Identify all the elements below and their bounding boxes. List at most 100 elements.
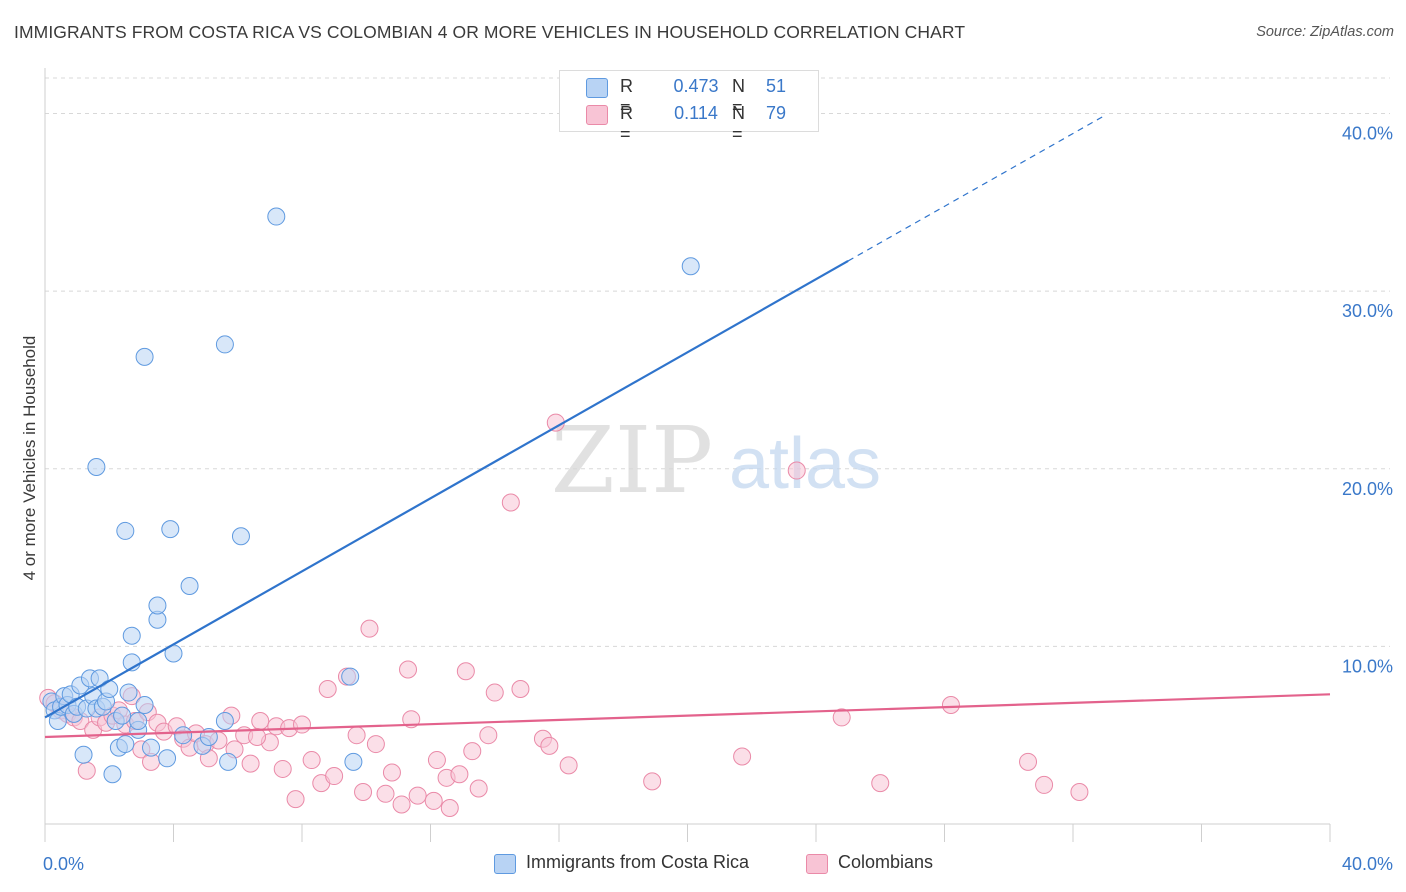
data-point-costa-rica bbox=[113, 706, 132, 725]
trend-line-colombians bbox=[44, 693, 1331, 739]
data-point-costa-rica bbox=[267, 207, 286, 226]
x-tick-label: 0.0% bbox=[43, 854, 84, 874]
data-point-costa-rica bbox=[135, 347, 154, 366]
data-point-colombians bbox=[427, 751, 446, 770]
data-point-colombians bbox=[1019, 752, 1038, 771]
watermark-zip: ZIP bbox=[551, 407, 713, 514]
data-point-colombians bbox=[302, 751, 321, 770]
data-point-colombians bbox=[376, 784, 395, 803]
data-point-costa-rica bbox=[116, 735, 135, 754]
data-point-colombians bbox=[325, 767, 344, 786]
data-point-colombians bbox=[318, 680, 337, 699]
data-point-costa-rica bbox=[158, 749, 177, 768]
data-point-colombians bbox=[286, 790, 305, 809]
data-point-colombians bbox=[273, 759, 292, 778]
data-point-costa-rica bbox=[119, 683, 138, 702]
data-point-colombians bbox=[450, 765, 469, 784]
data-point-costa-rica bbox=[341, 667, 360, 686]
legend-swatch-blue bbox=[586, 78, 608, 98]
data-point-colombians bbox=[241, 754, 260, 773]
data-point-colombians bbox=[643, 772, 662, 791]
data-point-colombians bbox=[871, 774, 890, 793]
bottom-legend-swatch-pink bbox=[806, 854, 828, 874]
x-tick-label: 40.0% bbox=[1342, 854, 1393, 874]
bottom-legend-swatch-blue bbox=[494, 854, 516, 874]
stats-legend: R = 0.473 N = 51 R = 0.114 N = 79 bbox=[559, 70, 819, 144]
data-point-colombians bbox=[511, 680, 530, 699]
data-point-costa-rica bbox=[219, 752, 238, 771]
data-point-costa-rica bbox=[148, 596, 167, 615]
data-point-colombians bbox=[248, 727, 267, 746]
data-point-colombians bbox=[832, 708, 851, 727]
watermark-atlas: atlas bbox=[729, 424, 881, 504]
data-point-costa-rica bbox=[129, 711, 148, 730]
legend-r-value: 0.473 bbox=[673, 76, 719, 96]
data-point-colombians bbox=[347, 726, 366, 745]
data-point-colombians bbox=[440, 799, 459, 818]
data-point-colombians bbox=[540, 736, 559, 755]
data-point-costa-rica bbox=[174, 726, 193, 745]
bottom-legend-label: Colombians bbox=[838, 852, 934, 872]
data-point-colombians bbox=[251, 711, 270, 730]
data-point-costa-rica bbox=[215, 711, 234, 730]
source-label: Source: ZipAtlas.com bbox=[1256, 24, 1394, 40]
legend-n-value: 51 bbox=[766, 76, 787, 96]
data-point-colombians bbox=[392, 795, 411, 814]
data-point-costa-rica bbox=[103, 765, 122, 784]
data-point-costa-rica bbox=[87, 457, 106, 476]
data-point-costa-rica bbox=[681, 257, 700, 276]
data-point-costa-rica bbox=[180, 576, 199, 595]
data-point-colombians bbox=[402, 710, 421, 729]
legend-n-label: N = bbox=[732, 76, 745, 117]
data-point-colombians bbox=[360, 619, 379, 638]
data-point-colombians bbox=[733, 747, 752, 766]
y-tick-label: 40.0% bbox=[1342, 124, 1393, 144]
tick-labels: 10.0% 20.0% 30.0% 40.0% 0.0% 40.0% bbox=[43, 124, 1393, 874]
data-point-colombians bbox=[77, 761, 96, 780]
data-point-costa-rica bbox=[135, 695, 154, 714]
data-point-colombians bbox=[399, 660, 418, 679]
data-point-costa-rica bbox=[344, 752, 363, 771]
gridlines bbox=[45, 77, 1390, 647]
trend-lines bbox=[44, 114, 1331, 739]
watermark: ZIP atlas bbox=[551, 407, 881, 514]
data-point-colombians bbox=[1070, 783, 1089, 802]
data-point-colombians bbox=[559, 756, 578, 775]
data-point-colombians bbox=[501, 493, 520, 512]
data-point-costa-rica bbox=[161, 520, 180, 539]
legend-swatch-pink bbox=[586, 105, 608, 125]
data-point-colombians bbox=[787, 461, 806, 480]
data-point-colombians bbox=[366, 735, 385, 754]
data-point-costa-rica bbox=[122, 626, 141, 645]
legend-n-value: 79 bbox=[766, 103, 787, 123]
bottom-legend-label: Immigrants from Costa Rica bbox=[526, 852, 750, 872]
data-point-costa-rica bbox=[142, 738, 161, 757]
data-point-colombians bbox=[469, 779, 488, 798]
trend-extension-costa-rica bbox=[847, 114, 1106, 262]
data-point-colombians bbox=[485, 683, 504, 702]
y-tick-label: 20.0% bbox=[1342, 479, 1393, 499]
data-point-costa-rica bbox=[74, 745, 93, 764]
data-point-colombians bbox=[463, 742, 482, 761]
data-point-colombians bbox=[424, 791, 443, 810]
legend-n-label: N = bbox=[732, 103, 745, 144]
data-point-colombians bbox=[293, 715, 311, 734]
data-point-colombians bbox=[408, 786, 427, 805]
data-point-costa-rica bbox=[116, 521, 135, 540]
legend-r-label: R = bbox=[620, 76, 633, 117]
y-tick-label: 30.0% bbox=[1342, 301, 1393, 321]
y-tick-label: 10.0% bbox=[1342, 656, 1393, 676]
data-point-costa-rica bbox=[215, 335, 234, 354]
data-point-colombians bbox=[1035, 775, 1054, 794]
trend-line-costa-rica bbox=[44, 259, 849, 719]
data-point-colombians bbox=[456, 662, 475, 681]
chart-title: IMMIGRANTS FROM COSTA RICA VS COLOMBIAN … bbox=[14, 22, 966, 42]
data-point-colombians bbox=[382, 763, 401, 782]
data-point-costa-rica bbox=[231, 527, 250, 546]
data-point-colombians bbox=[479, 726, 498, 745]
legend-r-label: R = bbox=[620, 103, 633, 144]
legend-r-value: 0.114 bbox=[674, 103, 718, 123]
data-point-colombians bbox=[941, 695, 960, 714]
data-point-colombians bbox=[354, 783, 373, 802]
